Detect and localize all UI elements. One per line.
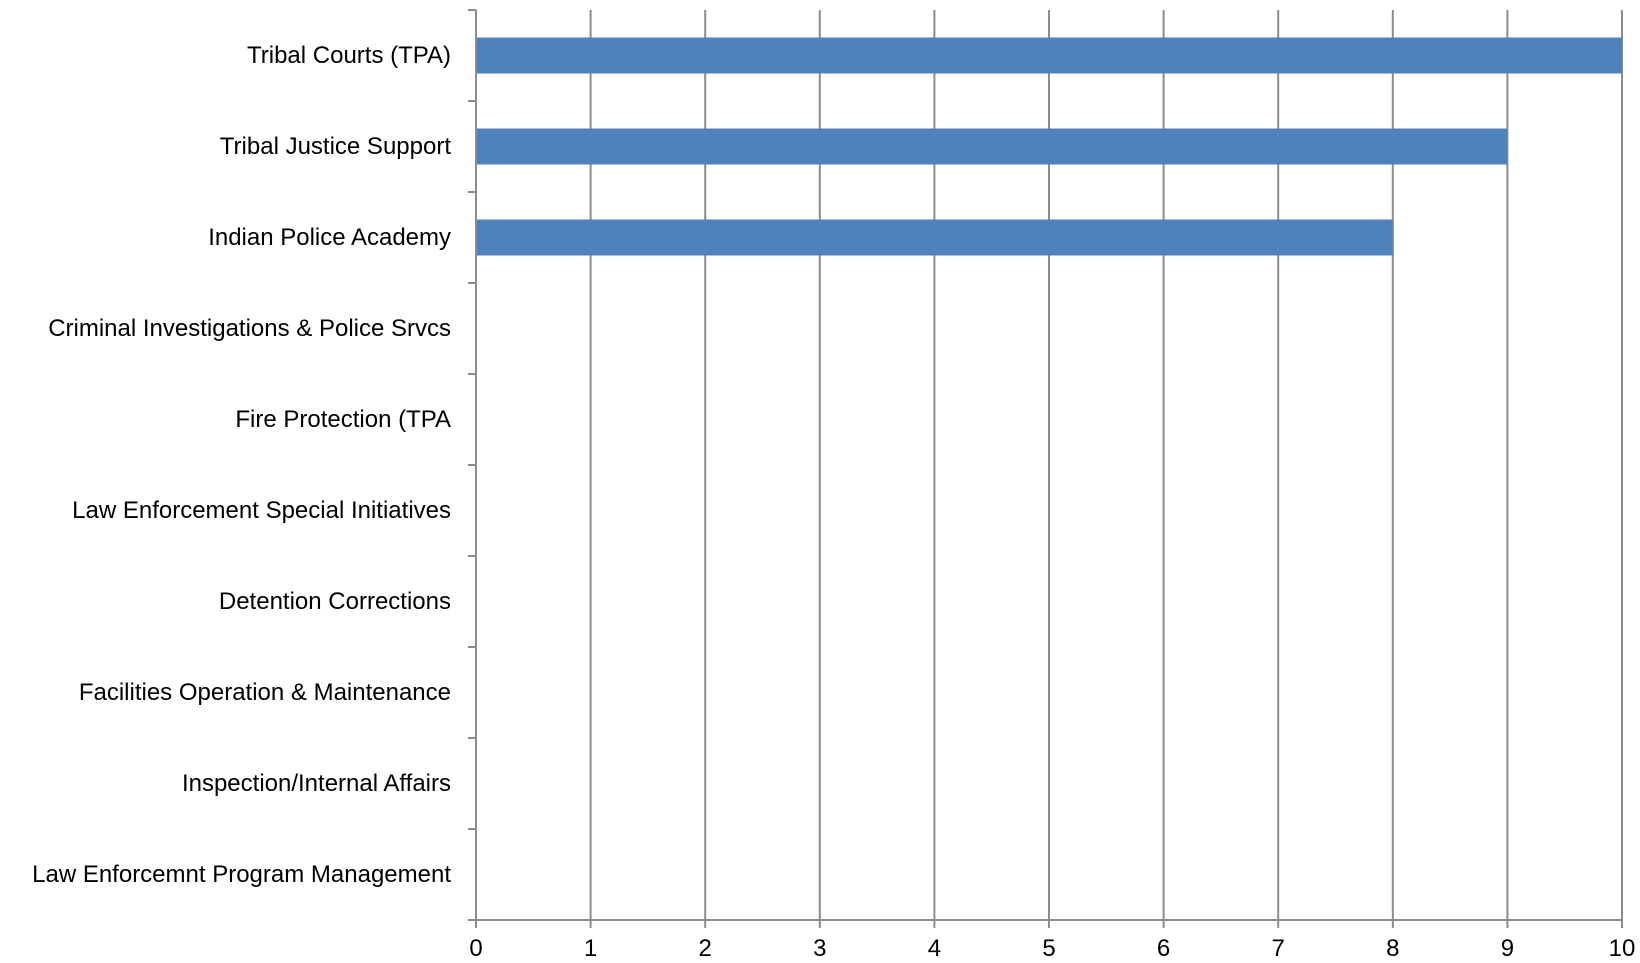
x-tick-label-3: 3 (813, 935, 826, 962)
bar-1 (476, 128, 1508, 165)
x-tick-label-4: 4 (928, 935, 941, 962)
category-label-1: Tribal Justice Support (220, 133, 452, 160)
bar-0 (476, 37, 1622, 74)
x-tick-label-10: 10 (1609, 935, 1636, 962)
category-label-4: Fire Protection (TPA (235, 406, 451, 433)
x-tick-label-8: 8 (1386, 935, 1399, 962)
category-label-0: Tribal Courts (TPA) (247, 42, 451, 69)
x-tick-label-7: 7 (1272, 935, 1285, 962)
x-tick-label-2: 2 (699, 935, 712, 962)
x-tick-label-5: 5 (1042, 935, 1055, 962)
x-tick-label-6: 6 (1157, 935, 1170, 962)
category-label-9: Law Enforcemnt Program Management (32, 861, 451, 888)
category-label-7: Facilities Operation & Maintenance (79, 679, 451, 706)
x-tick-label-9: 9 (1501, 935, 1514, 962)
axes (468, 9, 1623, 928)
bar-2 (476, 219, 1393, 256)
category-label-2: Indian Police Academy (208, 224, 451, 251)
bars (476, 37, 1622, 256)
category-label-5: Law Enforcement Special Initiatives (72, 497, 451, 524)
category-label-8: Inspection/Internal Affairs (182, 770, 451, 797)
category-label-3: Criminal Investigations & Police Srvcs (48, 315, 451, 342)
x-tick-labels: 0 1 2 3 4 5 6 7 8 9 10 (469, 935, 1635, 962)
category-label-6: Detention Corrections (219, 588, 451, 615)
category-labels: Tribal Courts (TPA) Tribal Justice Suppor… (32, 42, 451, 888)
x-tick-label-1: 1 (584, 935, 597, 962)
x-tick-label-0: 0 (469, 935, 482, 962)
